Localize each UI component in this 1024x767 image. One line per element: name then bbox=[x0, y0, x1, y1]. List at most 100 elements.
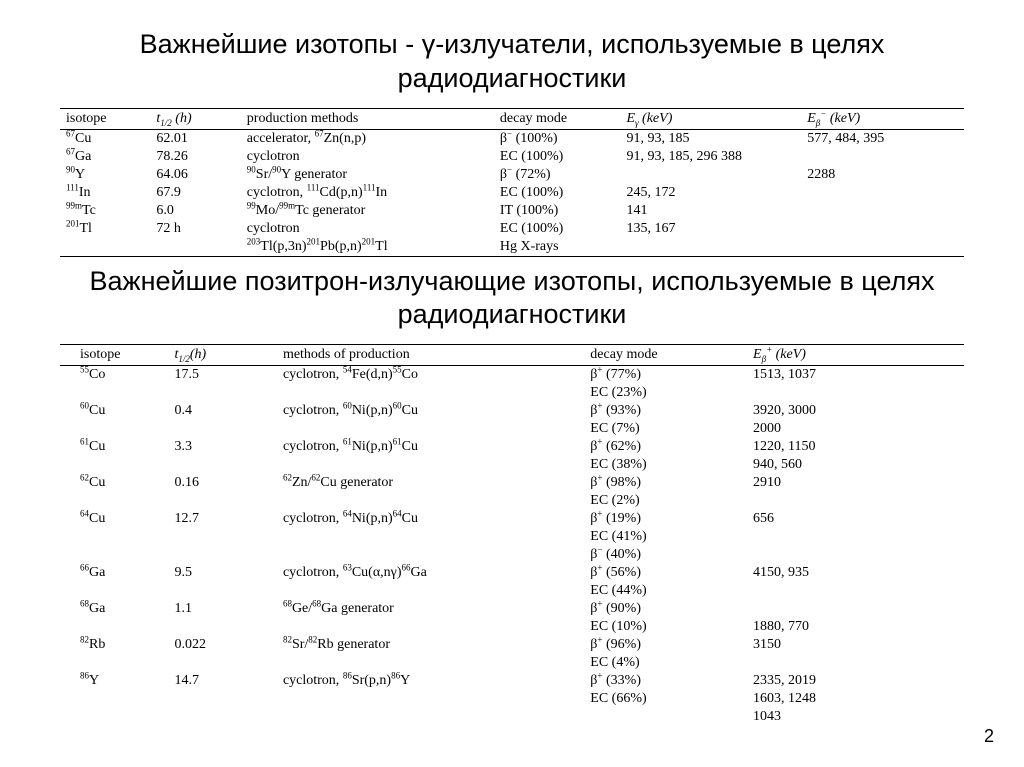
cell-production: 203Tl(p,3n)201Pb(p,n)201Tl bbox=[241, 238, 494, 257]
cell-halflife bbox=[168, 384, 276, 402]
cell-ebeta-plus: 940, 560 bbox=[747, 456, 964, 474]
cell-isotope bbox=[60, 456, 168, 474]
cell-halflife: 72 h bbox=[150, 220, 240, 238]
cell-egamma: 141 bbox=[620, 202, 801, 220]
positron-isotopes-table: isotope t1/2(h) methods of production de… bbox=[60, 344, 964, 726]
cell-ebeta-plus: 1603, 1248 bbox=[747, 690, 964, 708]
col-isotope: isotope bbox=[60, 345, 168, 366]
cell-decay: β+ (19%) bbox=[584, 510, 747, 528]
cell-ebeta-plus: 656 bbox=[747, 510, 964, 528]
cell-ebeta-plus: 2000 bbox=[747, 420, 964, 438]
cell-decay: β+ (98%) bbox=[584, 474, 747, 492]
table-row: 66Ga9.5cyclotron, 63Cu(α,nγ)66Gaβ+ (56%)… bbox=[60, 564, 964, 582]
cell-ebeta-plus: 2335, 2019 bbox=[747, 672, 964, 690]
cell-egamma: 91, 93, 185, 296 388 bbox=[620, 148, 801, 166]
cell-ebeta-plus: 1220, 1150 bbox=[747, 438, 964, 456]
cell-halflife: 78.26 bbox=[150, 148, 240, 166]
cell-ebeta-plus: 4150, 935 bbox=[747, 564, 964, 582]
table-row: 203Tl(p,3n)201Pb(p,n)201TlHg X-rays bbox=[60, 238, 964, 257]
cell-decay: EC (10%) bbox=[584, 618, 747, 636]
cell-ebeta-plus bbox=[747, 654, 964, 672]
cell-halflife: 67.9 bbox=[150, 184, 240, 202]
cell-halflife: 0.4 bbox=[168, 402, 276, 420]
cell-decay: Hg X-rays bbox=[494, 238, 621, 257]
cell-decay: EC (100%) bbox=[494, 220, 621, 238]
cell-egamma: 245, 172 bbox=[620, 184, 801, 202]
table-row: 99mTc6.099Mo/99mTc generatorIT (100%)141 bbox=[60, 202, 964, 220]
table-row: EC (2%) bbox=[60, 492, 964, 510]
cell-isotope bbox=[60, 492, 168, 510]
cell-production: 90Sr/90Y generator bbox=[241, 166, 494, 184]
cell-decay: EC (2%) bbox=[584, 492, 747, 510]
cell-production: cyclotron, 111Cd(p,n)111In bbox=[241, 184, 494, 202]
cell-halflife: 0.022 bbox=[168, 636, 276, 654]
cell-isotope bbox=[60, 384, 168, 402]
cell-isotope: 67Cu bbox=[60, 129, 150, 148]
cell-production bbox=[277, 618, 584, 636]
table-row: EC (7%)2000 bbox=[60, 420, 964, 438]
cell-ebeta bbox=[801, 184, 964, 202]
cell-isotope bbox=[60, 618, 168, 636]
cell-isotope bbox=[60, 690, 168, 708]
cell-halflife bbox=[168, 528, 276, 546]
cell-ebeta bbox=[801, 238, 964, 257]
cell-production: accelerator, 67Zn(n,p) bbox=[241, 129, 494, 148]
table-row: EC (4%) bbox=[60, 654, 964, 672]
cell-decay: EC (66%) bbox=[584, 690, 747, 708]
cell-isotope: 99mTc bbox=[60, 202, 150, 220]
cell-decay: β+ (90%) bbox=[584, 600, 747, 618]
cell-production bbox=[277, 708, 584, 726]
col-ebeta: Eβ− (keV) bbox=[801, 108, 964, 129]
cell-ebeta-plus bbox=[747, 582, 964, 600]
cell-isotope: 66Ga bbox=[60, 564, 168, 582]
cell-ebeta-plus: 1513, 1037 bbox=[747, 366, 964, 385]
table-row: EC (44%) bbox=[60, 582, 964, 600]
cell-production bbox=[277, 528, 584, 546]
cell-ebeta: 2288 bbox=[801, 166, 964, 184]
table-row: 64Cu12.7cyclotron, 64Ni(p,n)64Cuβ+ (19%)… bbox=[60, 510, 964, 528]
cell-halflife: 62.01 bbox=[150, 129, 240, 148]
cell-ebeta-plus bbox=[747, 600, 964, 618]
cell-isotope bbox=[60, 546, 168, 564]
cell-decay: β+ (62%) bbox=[584, 438, 747, 456]
cell-halflife: 6.0 bbox=[150, 202, 240, 220]
cell-isotope bbox=[60, 708, 168, 726]
cell-halflife: 0.16 bbox=[168, 474, 276, 492]
cell-production bbox=[277, 654, 584, 672]
cell-decay: β− (72%) bbox=[494, 166, 621, 184]
cell-decay: EC (23%) bbox=[584, 384, 747, 402]
cell-halflife: 12.7 bbox=[168, 510, 276, 528]
cell-ebeta-plus bbox=[747, 528, 964, 546]
cell-halflife: 1.1 bbox=[168, 600, 276, 618]
gamma-isotopes-table: isotope t1/2 (h) production methods deca… bbox=[60, 108, 964, 257]
table-row: 68Ga1.168Ge/68Ga generatorβ+ (90%) bbox=[60, 600, 964, 618]
cell-production: cyclotron, 86Sr(p,n)86Y bbox=[277, 672, 584, 690]
cell-halflife bbox=[168, 456, 276, 474]
cell-production: 68Ge/68Ga generator bbox=[277, 600, 584, 618]
cell-halflife bbox=[168, 492, 276, 510]
cell-isotope: 90Y bbox=[60, 166, 150, 184]
table-row: EC (41%) bbox=[60, 528, 964, 546]
cell-ebeta-plus bbox=[747, 492, 964, 510]
cell-halflife bbox=[168, 546, 276, 564]
col-production: production methods bbox=[241, 108, 494, 129]
cell-ebeta-plus: 3150 bbox=[747, 636, 964, 654]
table-row: 82Rb0.02282Sr/82Rb generatorβ+ (96%)3150 bbox=[60, 636, 964, 654]
cell-decay: EC (44%) bbox=[584, 582, 747, 600]
cell-production bbox=[277, 384, 584, 402]
cell-production: cyclotron, 54Fe(d,n)55Co bbox=[277, 366, 584, 385]
cell-production: cyclotron bbox=[241, 220, 494, 238]
cell-halflife: 9.5 bbox=[168, 564, 276, 582]
cell-halflife bbox=[168, 690, 276, 708]
cell-decay: β− (40%) bbox=[584, 546, 747, 564]
cell-ebeta-plus: 1043 bbox=[747, 708, 964, 726]
cell-isotope: 64Cu bbox=[60, 510, 168, 528]
table-row: 86Y14.7cyclotron, 86Sr(p,n)86Yβ+ (33%)23… bbox=[60, 672, 964, 690]
table-header-row: isotope t1/2 (h) production methods deca… bbox=[60, 108, 964, 129]
cell-ebeta: 577, 484, 395 bbox=[801, 129, 964, 148]
cell-isotope: 67Ga bbox=[60, 148, 150, 166]
cell-halflife: 3.3 bbox=[168, 438, 276, 456]
cell-isotope bbox=[60, 238, 150, 257]
cell-production: cyclotron, 64Ni(p,n)64Cu bbox=[277, 510, 584, 528]
cell-ebeta bbox=[801, 148, 964, 166]
